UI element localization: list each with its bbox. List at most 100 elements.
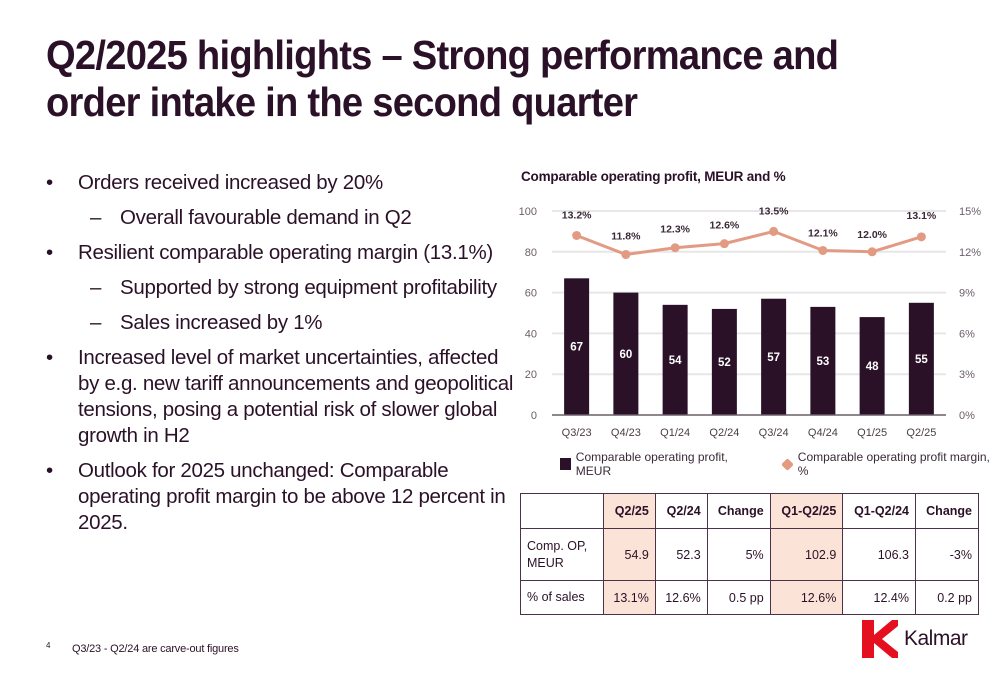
bar-value-label: 54 [669, 355, 682, 367]
margin-value-label: 12.6% [709, 220, 739, 232]
table-header-cell: Change [914, 493, 980, 529]
bar-value-label: 48 [866, 361, 879, 373]
bullet-marker: • [46, 171, 53, 194]
bar-Q2-25 [908, 302, 934, 415]
table-header-cell: Q1-Q2/24 [842, 493, 916, 529]
bullet-text: Outlook for 2025 unchanged: Comparable o… [78, 459, 506, 534]
left-axis-tick-label: 60 [525, 288, 537, 300]
table-cell: 54.9 [603, 528, 656, 581]
margin-value-label: 12.3% [660, 224, 690, 236]
bar-value-label: 57 [767, 352, 780, 364]
margin-point [572, 230, 582, 240]
legend-bar-swatch [560, 458, 571, 470]
margin-value-label: 11.8% [611, 231, 641, 243]
highlights-list: • Orders received increased by 20% – Overa… [46, 170, 516, 536]
dash-marker: – [90, 206, 102, 229]
right-axis-tick-label: 6% [959, 328, 975, 340]
dash-marker: – [90, 311, 102, 334]
dash-marker: – [90, 276, 102, 299]
table-header-cell: Q2/25 [603, 493, 656, 529]
table-header-cell: Q1-Q2/25 [769, 493, 844, 529]
slide-title-line-1: Q2/2025 highlights – Strong performance … [46, 32, 839, 78]
x-axis-tick-label: Q4/24 [808, 427, 838, 439]
legend-line-label: Comparable operating profit margin, % [797, 450, 990, 478]
table-cell: 12.6% [654, 580, 708, 615]
kpi-table: Q2/25 Q2/24 Change Q1-Q2/25 Q1-Q2/24 Cha… [520, 493, 980, 615]
margin-value-label: 13.1% [906, 210, 936, 222]
bar-value-label: 55 [915, 354, 928, 366]
margin-point [670, 243, 680, 253]
table-cell: 12.4% [842, 580, 916, 615]
table-header-cell: Change [706, 493, 771, 529]
table-header-cell [520, 493, 604, 529]
x-axis-tick-label: Q2/25 [906, 427, 936, 439]
left-axis-tick-label: 20 [525, 369, 537, 381]
right-axis-tick-label: 0% [959, 410, 975, 422]
table-header-row: Q2/25 Q2/24 Change Q1-Q2/25 Q1-Q2/24 Cha… [520, 493, 980, 529]
bar-value-label: 52 [718, 357, 731, 369]
profit-chart: 0 20 40 60 80 100 0% 3% 6% 9% 12% 15% 67 Q3/23 60 Q4/23… [519, 205, 982, 439]
x-axis-tick-label: Q3/23 [562, 427, 592, 439]
bullet-text: Orders received increased by 20% [78, 171, 383, 194]
bullet-marker: • [46, 241, 53, 264]
chart-title: Comparable operating profit, MEUR and % [521, 169, 786, 184]
table-cell: -3% [914, 528, 980, 581]
bar-Q4-24 [810, 306, 836, 415]
left-axis-tick-label: 80 [525, 247, 537, 259]
bar-value-label: 53 [816, 356, 829, 368]
bullet-item: • Increased level of market uncertainties… [46, 345, 518, 449]
bullet-item: • Outlook for 2025 unchanged: Comparable … [46, 458, 508, 536]
bullet-item: • Orders received increased by 20% [46, 170, 516, 196]
bar-Q3-24 [761, 298, 787, 415]
bullet-item: • Resilient comparable operating margin (… [46, 240, 516, 266]
bullet-marker: • [46, 346, 53, 369]
margin-point [818, 245, 828, 255]
bar-Q4-23 [613, 292, 639, 415]
slide-title: Q2/2025 highlights – Strong performance … [46, 32, 883, 126]
x-axis-tick-label: Q3/24 [759, 427, 789, 439]
slide-title-line-2: order intake in the second quarter [46, 79, 638, 125]
footnote: Q3/23 - Q2/24 are carve-out figures [72, 643, 239, 655]
margin-point [621, 250, 631, 260]
kalmar-logo: Kalmar [862, 620, 968, 658]
bar-Q1-24 [662, 304, 688, 415]
x-axis-tick-label: Q1/25 [857, 427, 887, 439]
margin-line [576, 229, 922, 257]
x-axis-tick-label: Q1/24 [660, 427, 690, 439]
left-axis-tick-label: 40 [525, 328, 537, 340]
sub-bullet-item: – Overall favourable demand in Q2 [46, 205, 516, 231]
table-header-cell: Q2/24 [654, 493, 708, 529]
table-cell: 52.3 [654, 528, 708, 581]
row-label: % of sales [520, 580, 604, 615]
margin-value-label: 12.0% [857, 229, 887, 241]
left-axis-tick-label: 0 [531, 410, 537, 422]
right-axis-tick-label: 9% [959, 288, 975, 300]
table-row: % of sales 13.1% 12.6% 0.5 pp 12.6% 12.4… [520, 580, 980, 615]
bullet-text: Sales increased by 1% [120, 311, 323, 334]
bar-value-label: 67 [570, 342, 583, 354]
margin-value-label: 13.5% [759, 205, 789, 217]
page-number: 4 [46, 641, 51, 650]
bar-Q2-24 [711, 308, 737, 415]
legend-bar-label: Comparable operating profit, MEUR [575, 450, 728, 478]
x-axis-tick-label: Q4/23 [611, 427, 641, 439]
table-cell: 102.9 [769, 528, 844, 581]
sub-bullet-item: – Sales increased by 1% [46, 310, 516, 336]
table-cell: 12.6% [769, 580, 844, 615]
kalmar-k-icon [862, 620, 898, 658]
bar-Q3-23 [564, 278, 590, 415]
logo-wordmark: Kalmar [904, 627, 968, 650]
table-cell: 0.5 pp [706, 580, 771, 615]
table-row: Comp. OP, MEUR 54.9 52.3 5% 102.9 106.3 … [520, 528, 980, 581]
margin-point [916, 232, 926, 242]
sub-bullet-item: – Supported by strong equipment profitabi… [46, 275, 516, 301]
margin-value-label: 12.1% [808, 227, 838, 239]
bar-Q1-25 [859, 317, 885, 415]
bar-value-label: 60 [619, 349, 632, 361]
table-cell: 106.3 [842, 528, 916, 581]
chart-legend: Comparable operating profit, MEUR Compar… [560, 450, 1000, 478]
row-label: Comp. OP, MEUR [520, 528, 604, 581]
x-axis-tick-label: Q2/24 [709, 427, 739, 439]
bullet-text: Increased level of market uncertainties,… [78, 346, 514, 447]
right-axis-tick-label: 12% [959, 247, 981, 259]
